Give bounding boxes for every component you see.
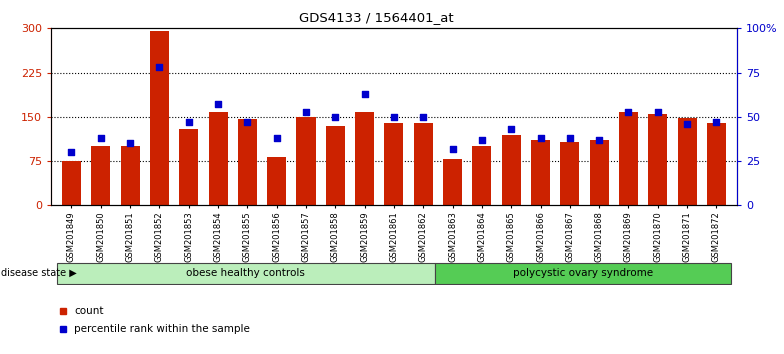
Point	[476, 137, 488, 143]
Text: GDS4133 / 1564401_at: GDS4133 / 1564401_at	[299, 11, 454, 24]
Bar	[296, 117, 315, 205]
Point	[564, 135, 576, 141]
Point	[329, 114, 342, 120]
Point	[387, 114, 400, 120]
Point	[505, 126, 517, 132]
Text: obese healthy controls: obese healthy controls	[187, 268, 305, 278]
Point	[622, 109, 635, 114]
Bar	[707, 123, 726, 205]
Point	[593, 137, 605, 143]
Bar	[473, 146, 492, 205]
Bar	[443, 159, 462, 205]
Point	[446, 146, 459, 152]
Bar	[150, 31, 169, 205]
Bar	[435, 263, 731, 284]
Point	[710, 119, 723, 125]
Point	[241, 119, 254, 125]
Point	[652, 109, 664, 114]
Point	[124, 141, 136, 146]
Bar	[180, 129, 198, 205]
Bar	[62, 161, 81, 205]
Point	[95, 135, 107, 141]
Point	[153, 64, 165, 70]
Bar	[414, 123, 433, 205]
Text: disease state ▶: disease state ▶	[1, 268, 77, 278]
Point	[534, 135, 546, 141]
Point	[299, 109, 312, 114]
Point	[681, 121, 693, 127]
Bar	[326, 126, 345, 205]
Bar	[590, 141, 608, 205]
Point	[270, 135, 283, 141]
Bar	[502, 135, 521, 205]
Text: percentile rank within the sample: percentile rank within the sample	[74, 324, 250, 333]
Bar	[355, 112, 374, 205]
Point	[65, 149, 78, 155]
Bar	[648, 114, 667, 205]
Text: polycystic ovary syndrome: polycystic ovary syndrome	[513, 268, 653, 278]
Bar	[267, 157, 286, 205]
Bar	[619, 112, 638, 205]
Bar	[91, 146, 111, 205]
Bar	[384, 123, 404, 205]
Point	[212, 102, 224, 107]
Bar	[677, 118, 697, 205]
Text: count: count	[74, 306, 104, 316]
Point	[183, 119, 195, 125]
Bar	[209, 112, 227, 205]
Bar	[121, 146, 140, 205]
Bar	[56, 263, 435, 284]
Point	[417, 114, 430, 120]
Point	[358, 91, 371, 97]
Bar	[238, 119, 257, 205]
Bar	[561, 142, 579, 205]
Bar	[531, 141, 550, 205]
